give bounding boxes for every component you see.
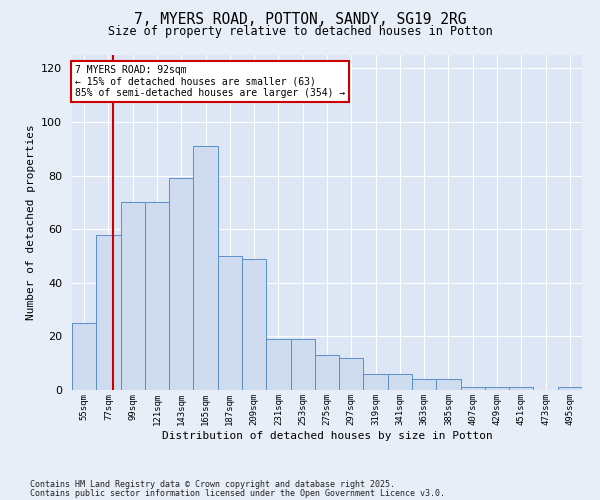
Text: Size of property relative to detached houses in Potton: Size of property relative to detached ho… [107, 25, 493, 38]
Text: 7 MYERS ROAD: 92sqm
← 15% of detached houses are smaller (63)
85% of semi-detach: 7 MYERS ROAD: 92sqm ← 15% of detached ho… [74, 65, 345, 98]
Text: Contains public sector information licensed under the Open Government Licence v3: Contains public sector information licen… [30, 488, 445, 498]
Bar [242, 258, 266, 390]
Bar [121, 202, 145, 390]
Bar [364, 374, 388, 390]
Y-axis label: Number of detached properties: Number of detached properties [26, 124, 35, 320]
Bar [145, 202, 169, 390]
Bar [388, 374, 412, 390]
Bar [315, 355, 339, 390]
Bar [290, 339, 315, 390]
Bar [193, 146, 218, 390]
Bar [558, 388, 582, 390]
Bar [485, 388, 509, 390]
Bar [96, 234, 121, 390]
Bar [218, 256, 242, 390]
Text: Contains HM Land Registry data © Crown copyright and database right 2025.: Contains HM Land Registry data © Crown c… [30, 480, 395, 489]
Bar [72, 323, 96, 390]
Bar [339, 358, 364, 390]
X-axis label: Distribution of detached houses by size in Potton: Distribution of detached houses by size … [161, 430, 493, 440]
Bar [436, 380, 461, 390]
Bar [461, 388, 485, 390]
Text: 7, MYERS ROAD, POTTON, SANDY, SG19 2RG: 7, MYERS ROAD, POTTON, SANDY, SG19 2RG [134, 12, 466, 28]
Bar [509, 388, 533, 390]
Bar [266, 339, 290, 390]
Bar [169, 178, 193, 390]
Bar [412, 380, 436, 390]
